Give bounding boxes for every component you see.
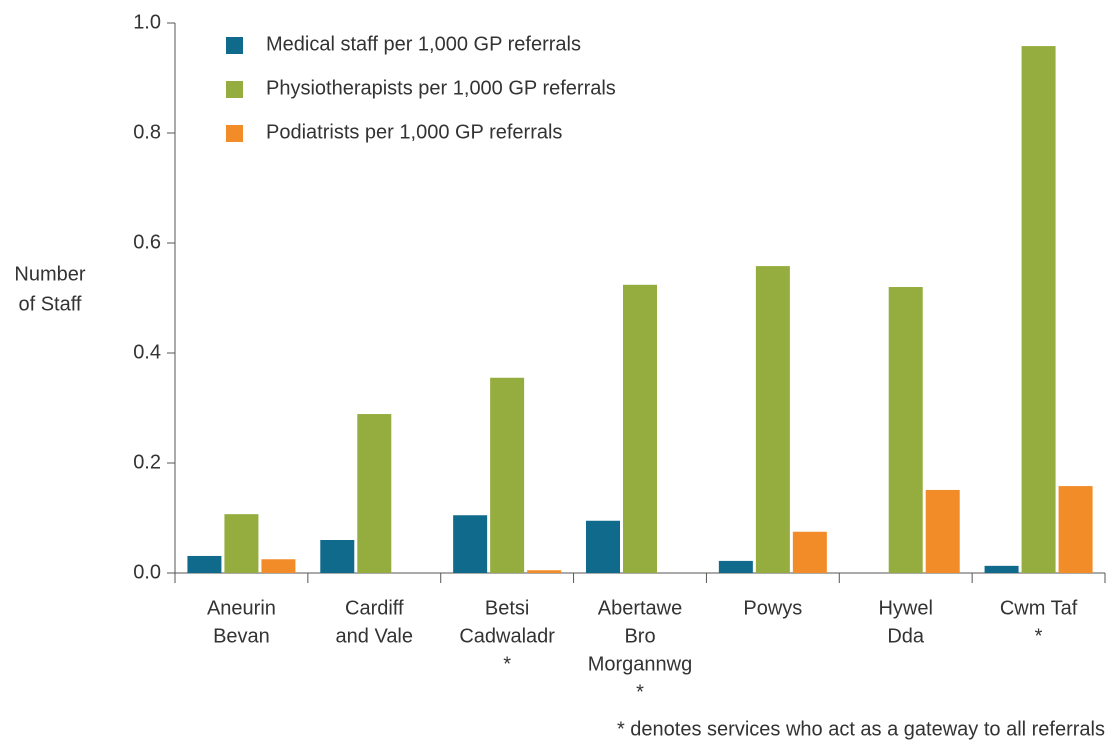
bar (888, 287, 923, 573)
legend-label: Medical staff per 1,000 GP referrals (266, 33, 581, 55)
y-tick-label: 0.6 (133, 231, 161, 253)
bar (1021, 46, 1056, 574)
x-tick-label: Cwm Taf (1000, 597, 1078, 619)
footnote: * denotes services who act as a gateway … (617, 718, 1105, 740)
x-tick-label: Aneurin (207, 597, 276, 619)
x-tick-label: and Vale (336, 625, 413, 647)
x-tick-label: Cardiff (345, 597, 404, 619)
bar (1058, 486, 1093, 573)
bar (623, 284, 657, 573)
x-tick-label: * (1035, 625, 1043, 647)
bar (261, 559, 296, 573)
y-tick-label: 0.4 (133, 341, 161, 363)
y-axis-label: of Staff (18, 293, 81, 315)
legend-swatch (226, 125, 243, 142)
x-tick-label: Bro (624, 625, 655, 647)
bar (224, 514, 259, 573)
bar (453, 515, 488, 573)
x-tick-label: Cadwaladr (459, 625, 555, 647)
y-tick-label: 0.2 (133, 451, 161, 473)
y-tick-label: 0.0 (133, 561, 161, 583)
y-tick-label: 0.8 (133, 121, 161, 143)
x-tick-label: Hywel (878, 597, 932, 619)
x-tick-label: * (636, 681, 644, 703)
bar (490, 377, 525, 573)
x-tick-label: Powys (743, 597, 802, 619)
bar (755, 266, 790, 573)
legend-swatch (226, 37, 243, 54)
legend-label: Podiatrists per 1,000 GP referrals (266, 121, 562, 143)
bar (320, 540, 355, 573)
x-tick-label: * (503, 653, 511, 675)
legend-label: Physiotherapists per 1,000 GP referrals (266, 77, 616, 99)
x-tick-label: Abertawe (598, 597, 683, 619)
legend-swatch (226, 81, 243, 98)
bar (586, 520, 620, 573)
x-tick-label: Betsi (485, 597, 529, 619)
x-tick-label: Morgannwg (588, 653, 693, 675)
x-tick-label: Dda (887, 625, 925, 647)
bar (357, 414, 392, 573)
x-tick-label: Bevan (213, 625, 270, 647)
y-tick-label: 1.0 (133, 11, 161, 33)
bar (527, 570, 562, 573)
bar (925, 489, 960, 573)
bar (792, 531, 827, 573)
bar (187, 555, 222, 573)
y-axis-label: Number (14, 263, 85, 285)
bar (984, 565, 1019, 573)
bar (718, 560, 753, 573)
